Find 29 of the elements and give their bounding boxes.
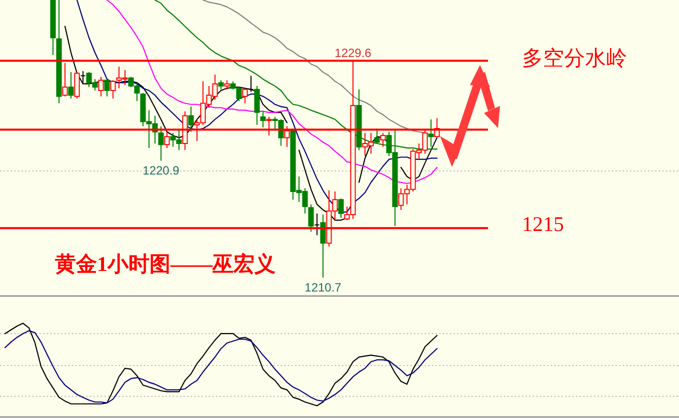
annotation: 1210.7: [304, 280, 342, 295]
candlestick: [68, 72, 74, 100]
candlestick: [110, 80, 116, 100]
ref-line-label: 多空分水岭: [522, 46, 627, 70]
candlestick: [248, 75, 254, 92]
text: 1215: [522, 212, 564, 236]
candlestick: [98, 76, 104, 97]
annotation: 1220.9: [142, 164, 180, 178]
candlestick: [104, 78, 110, 97]
text: 黄金1小时图——巫宏义: [54, 252, 276, 276]
candlestick: [260, 110, 266, 128]
candlestick: [80, 70, 86, 84]
candlestick: [224, 80, 230, 90]
candlestick: [188, 106, 194, 132]
candlestick: [218, 80, 224, 90]
candlestick: [374, 128, 380, 144]
candlestick: [254, 86, 260, 126]
candlestick: [428, 118, 434, 148]
candlestick: [338, 198, 344, 218]
candlestick: [314, 212, 320, 236]
candlestick: [56, 0, 62, 104]
candlestick: [158, 126, 164, 162]
candlestick: [242, 88, 248, 104]
candlestick: [380, 132, 386, 148]
candlestick: [74, 72, 80, 100]
candlestick: [320, 214, 326, 278]
candlestick: [50, 0, 56, 56]
candlestick: [308, 204, 314, 232]
annotation: 1229.6: [334, 46, 372, 60]
